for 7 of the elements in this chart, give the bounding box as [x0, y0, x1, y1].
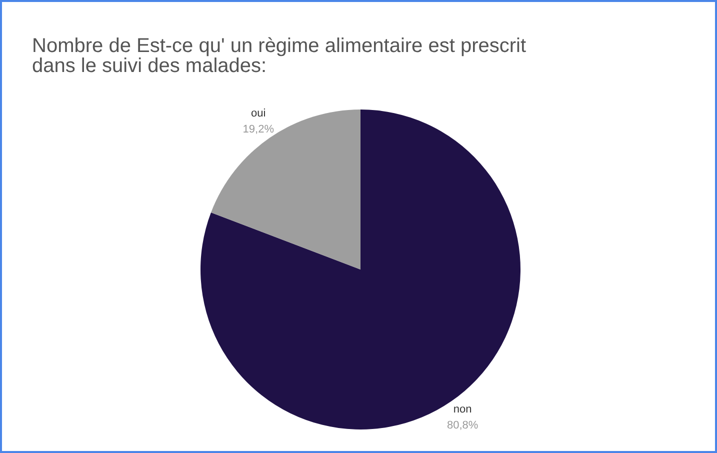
pie-slice	[200, 110, 520, 430]
pie-slice	[211, 110, 360, 270]
data-label: 19,2%	[242, 123, 274, 136]
chart-title: Nombre de Est-ce qu' un règime alimentaire est prescrit dans le suivi des malades:	[32, 35, 528, 77]
slice-label: oui	[251, 107, 266, 120]
slice-label: non	[453, 404, 472, 416]
data-label: 80,8%	[447, 420, 478, 432]
